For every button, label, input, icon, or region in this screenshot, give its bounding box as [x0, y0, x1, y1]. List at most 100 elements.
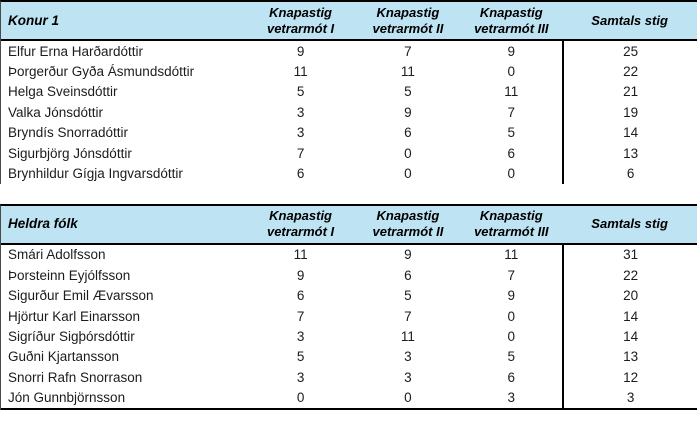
score-value: 0: [507, 166, 516, 182]
score-value: 0: [404, 166, 412, 182]
column-header-line: Knapastig: [269, 208, 332, 224]
group-title-label: Heldra fólk: [8, 216, 78, 232]
score-value: 11: [293, 64, 308, 80]
score-value: 3: [404, 349, 412, 365]
total-points: 19: [562, 102, 697, 123]
score-value: 0: [507, 328, 516, 344]
column-header-line: Knapastig: [376, 208, 440, 224]
column-header-samtals: Samtals stig: [562, 2, 697, 39]
table-row: Þorsteinn Eyjólfsson 9 6 7 22: [1, 265, 697, 286]
table-row: Sigríður Sigþórsdóttir 3 11 0 14: [1, 326, 697, 347]
score-value: 6: [296, 166, 305, 182]
person-name: Valka Jónsdóttir: [8, 104, 104, 120]
column-header-samtals: Samtals stig: [562, 206, 697, 243]
table-header-row: Konur 1 Knapastig vetrarmót I Knapastig …: [1, 2, 697, 41]
total-points: 20: [562, 285, 697, 306]
score-value: 6: [507, 369, 516, 385]
score-value: 5: [507, 349, 516, 365]
score-value: 3: [296, 104, 305, 120]
person-name: Þorsteinn Eyjólfsson: [8, 267, 131, 283]
column-header-line: Knapastig: [479, 4, 543, 20]
table-row: Helga Sveinsdóttir 5 5 11 21: [1, 81, 697, 103]
group-title-label: Konur 1: [8, 12, 60, 28]
total-points: 22: [562, 265, 697, 286]
table-header-row: Heldra fólk Knapastig vetrarmót I Knapas…: [1, 205, 697, 245]
score-value: 5: [296, 84, 305, 100]
column-header-line: vetrarmót II: [372, 20, 444, 36]
column-header-line: Samtals stig: [591, 12, 668, 28]
table-row: Sigurbjörg Jónsdóttir 7 0 6 13: [1, 142, 697, 164]
score-value: 7: [404, 308, 412, 324]
score-value: 3: [507, 390, 516, 406]
score-value: 5: [296, 349, 305, 365]
column-header-knapastig-3: Knapastig vetrarmót III: [460, 206, 562, 243]
score-value: 6: [296, 288, 305, 304]
person-name: Sigurbjörg Jónsdóttir: [8, 145, 132, 161]
table-row: Hjörtur Karl Einarsson 7 7 0 14: [1, 305, 697, 327]
total-points: 12: [562, 367, 697, 388]
score-value: 11: [504, 84, 519, 100]
person-name: Helga Sveinsdóttir: [8, 84, 118, 100]
score-value: 11: [400, 64, 415, 80]
total-points: 6: [562, 163, 697, 184]
column-header-line: vetrarmót I: [266, 20, 335, 36]
score-value: 9: [296, 267, 305, 283]
table-row: Jón Gunnbjörnsson 0 0 3 3: [1, 387, 697, 408]
group-title: Heldra fólk: [1, 206, 246, 243]
total-points: 22: [562, 61, 697, 82]
table-row: Sigurður Emil Ævarsson 6 5 9 20: [1, 285, 697, 306]
score-value: 11: [400, 328, 415, 344]
total-points: 14: [562, 305, 697, 327]
score-value: 9: [404, 247, 412, 263]
table-row: Valka Jónsdóttir 3 9 7 19: [1, 102, 697, 123]
score-value: 5: [404, 288, 412, 304]
column-header-line: vetrarmót I: [266, 224, 335, 240]
table-body: Smári Adolfsson 11 9 11 31 Þorsteinn Eyjólfss…: [1, 244, 697, 410]
score-value: 0: [404, 145, 412, 161]
score-value: 0: [507, 64, 516, 80]
score-value: 7: [507, 267, 516, 283]
score-value: 0: [296, 390, 305, 406]
total-points: 14: [562, 326, 697, 347]
person-name: Smári Adolfsson: [8, 247, 106, 263]
column-header-knapastig-1: Knapastig vetrarmót I: [246, 2, 356, 39]
column-header-line: vetrarmót III: [474, 224, 549, 240]
score-value: 9: [507, 288, 516, 304]
person-name: Sigurður Emil Ævarsson: [8, 288, 154, 304]
total-points: 13: [562, 142, 697, 164]
table-konur-1: Konur 1 Knapastig vetrarmót I Knapastig …: [0, 0, 697, 184]
column-header-line: vetrarmót II: [372, 224, 444, 240]
score-value: 7: [296, 145, 305, 161]
person-name: Elfur Erna Harðardóttir: [8, 43, 144, 59]
score-value: 6: [507, 145, 516, 161]
person-name: Bryndís Snorradóttir: [8, 125, 129, 141]
column-header-knapastig-1: Knapastig vetrarmót I: [246, 206, 356, 243]
score-value: 6: [404, 267, 412, 283]
score-value: 3: [296, 125, 305, 141]
score-value: 0: [507, 308, 516, 324]
person-name: Guðni Kjartansson: [8, 349, 120, 365]
table-row: Þorgerður Gyða Ásmundsdóttir 11 11 0 22: [1, 61, 697, 82]
column-header-line: Knapastig: [479, 208, 543, 224]
column-header-line: Knapastig: [269, 4, 332, 20]
column-header-line: Samtals stig: [591, 216, 668, 232]
score-value: 9: [507, 43, 516, 59]
person-name: Snorri Rafn Snorrason: [8, 369, 143, 385]
group-title: Konur 1: [1, 2, 246, 39]
column-header-line: vetrarmót III: [474, 20, 549, 36]
score-value: 7: [296, 308, 305, 324]
column-header-knapastig-2: Knapastig vetrarmót II: [356, 206, 461, 243]
score-value: 11: [504, 247, 519, 263]
person-name: Brynhildur Gígja Ingvarsdóttir: [8, 166, 183, 182]
score-value: 7: [507, 104, 516, 120]
person-name: Sigríður Sigþórsdóttir: [8, 328, 135, 344]
person-name: Jón Gunnbjörnsson: [8, 390, 126, 406]
total-points: 13: [562, 346, 697, 368]
column-header-knapastig-3: Knapastig vetrarmót III: [460, 2, 562, 39]
score-value: 7: [404, 43, 412, 59]
score-value: 0: [404, 390, 412, 406]
score-value: 5: [404, 84, 412, 100]
total-points: 25: [562, 41, 697, 62]
column-header-knapastig-2: Knapastig vetrarmót II: [356, 2, 461, 39]
